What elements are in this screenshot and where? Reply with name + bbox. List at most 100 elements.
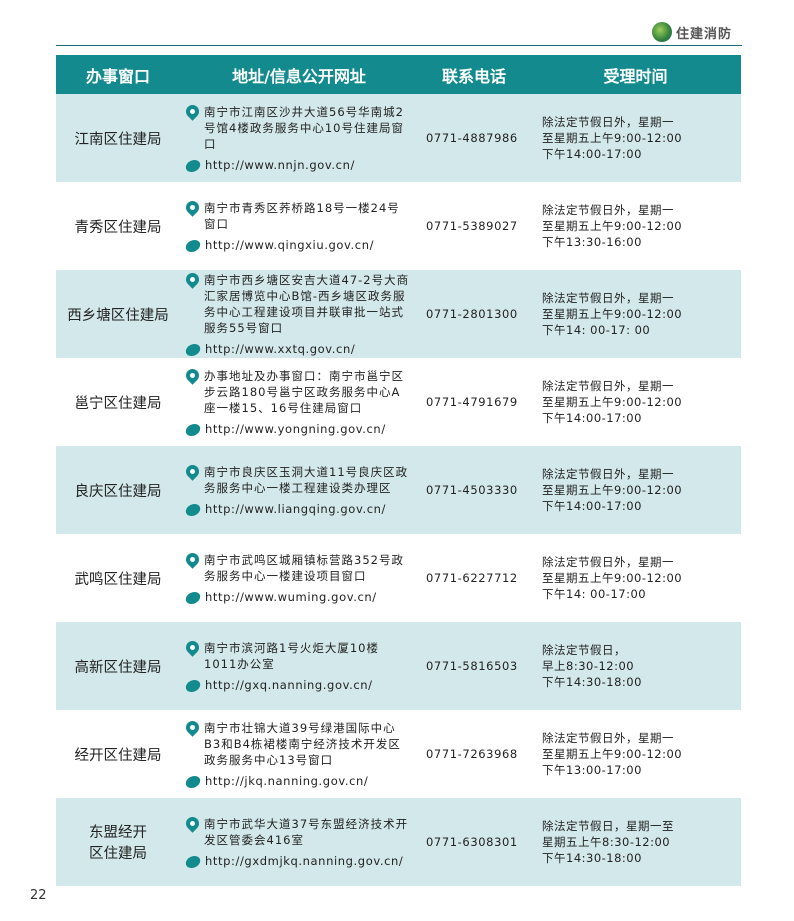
office-name-text: 高新区住建局 (74, 659, 162, 676)
website-link[interactable]: http://www.xxtq.gov.cn/ (205, 341, 356, 356)
office-name: 良庆区住建局 (56, 446, 180, 534)
address-text: 南宁市良庆区玉洞大道11号良庆区政务服务中心一楼工程建设类办理区 (204, 464, 409, 495)
office-name-text: 良庆区住建局 (74, 483, 162, 500)
office-hours: 除法定节假日外，星期一 至星期五上午9:00-12:00 下午14:00-17:… (530, 446, 741, 534)
table-header: 办事窗口 地址/信息公开网址 联系电话 受理时间 (56, 55, 741, 94)
phone-number: 0771-6308301 (418, 798, 530, 886)
phone-number: 0771-7263968 (418, 710, 530, 798)
phone-number: 0771-4503330 (418, 446, 530, 534)
address-cell: 南宁市武华大道37号东盟经济技术开发区管委会416室 http://gxdmjk… (180, 798, 418, 886)
office-name: 高新区住建局 (56, 622, 180, 710)
address-cell: 南宁市江南区沙井大道56号华南城2号馆4楼政务服务中心10号住建局窗口 http… (180, 94, 418, 182)
web-icon (184, 239, 202, 252)
office-name: 青秀区住建局 (56, 182, 180, 270)
table-row: 东盟经开区住建局 南宁市武华大道37号东盟经济技术开发区管委会416室 http… (56, 798, 741, 886)
location-pin-icon (183, 461, 202, 481)
website-link[interactable]: http://gxq.nanning.gov.cn/ (205, 677, 373, 692)
office-name: 江南区住建局 (56, 94, 180, 182)
address-text: 南宁市武鸣区城厢镇标营路352号政务服务中心一楼建设项目窗口 (204, 552, 404, 583)
web-icon (184, 775, 202, 788)
location-pin-icon (183, 365, 202, 385)
office-table: 办事窗口 地址/信息公开网址 联系电话 受理时间 江南区住建局 南宁市江南区沙井… (56, 55, 741, 886)
office-hours: 除法定节假日外，星期一 至星期五上午9:00-12:00 下午13:00-17:… (530, 710, 741, 798)
web-icon (184, 591, 202, 604)
page-number: 22 (30, 888, 47, 903)
office-name-text: 武鸣区住建局 (74, 571, 162, 588)
web-icon (184, 855, 202, 868)
address-text: 南宁市西乡塘区安吉大道47-2号大商汇家居博览中心B馆-西乡塘区政务服务中心工程… (204, 272, 410, 335)
address-text: 南宁市江南区沙井大道56号华南城2号馆4楼政务服务中心10号住建局窗口 (204, 104, 404, 151)
column-header: 联系电话 (418, 55, 530, 94)
address-cell: 南宁市良庆区玉洞大道11号良庆区政务服务中心一楼工程建设类办理区 http://… (180, 446, 418, 534)
web-icon (184, 159, 202, 172)
address-text: 南宁市滨河路1号火炬大厦10楼1011办公室 (204, 640, 379, 671)
location-pin-icon (183, 269, 202, 289)
location-pin-icon (183, 549, 202, 569)
address-cell: 南宁市西乡塘区安吉大道47-2号大商汇家居博览中心B馆-西乡塘区政务服务中心工程… (180, 269, 418, 358)
office-hours: 除法定节假日，星期一至 星期五上午8:30-12:00 下午14:30-18:0… (530, 798, 741, 886)
phone-number: 0771-4791679 (418, 358, 530, 446)
website-link[interactable]: http://www.liangqing.gov.cn/ (205, 501, 387, 516)
table-row: 西乡塘区住建局 南宁市西乡塘区安吉大道47-2号大商汇家居博览中心B馆-西乡塘区… (56, 269, 741, 358)
logo: 住建消防 (652, 22, 732, 42)
address-cell: 办事地址及办事窗口：南宁市邕宁区步云路180号邕宁区政务服务中心A座一楼15、1… (180, 358, 418, 446)
website-link[interactable]: http://jkq.nanning.gov.cn/ (205, 773, 369, 788)
phone-number: 0771-2801300 (418, 270, 530, 358)
office-name: 经开区住建局 (56, 710, 180, 798)
location-pin-icon (183, 101, 202, 121)
phone-number: 0771-6227712 (418, 534, 530, 622)
office-name-text: 江南区住建局 (74, 131, 162, 148)
table-row: 江南区住建局 南宁市江南区沙井大道56号华南城2号馆4楼政务服务中心10号住建局… (56, 94, 741, 182)
office-hours: 除法定节假日外，星期一 至星期五上午9:00-12:00 下午14:00-17:… (530, 94, 741, 182)
office-name: 东盟经开区住建局 (56, 798, 180, 886)
address-cell: 南宁市滨河路1号火炬大厦10楼1011办公室 http://gxq.nannin… (180, 622, 418, 710)
office-name-text: 东盟经开区住建局 (89, 825, 147, 862)
location-pin-icon (183, 717, 202, 737)
location-pin-icon (183, 637, 202, 657)
table-row: 经开区住建局 南宁市壮锦大道39号绿港国际中心B3和B4栋裙楼南宁经济技术开发区… (56, 710, 741, 798)
address-text: 南宁市壮锦大道39号绿港国际中心B3和B4栋裙楼南宁经济技术开发区政务服务中心1… (204, 720, 401, 767)
table-row: 良庆区住建局 南宁市良庆区玉洞大道11号良庆区政务服务中心一楼工程建设类办理区 … (56, 446, 741, 534)
column-header: 办事窗口 (56, 55, 180, 94)
website-link[interactable]: http://www.wuming.gov.cn/ (205, 589, 377, 604)
office-hours: 除法定节假日外，星期一 至星期五上午9:00-12:00 下午13:30-16:… (530, 182, 741, 270)
location-pin-icon (183, 197, 202, 217)
website-link[interactable]: http://gxdmjkq.nanning.gov.cn/ (205, 853, 404, 868)
web-icon (184, 679, 202, 692)
office-name-text: 经开区住建局 (74, 747, 162, 764)
table-row: 邕宁区住建局 办事地址及办事窗口：南宁市邕宁区步云路180号邕宁区政务服务中心A… (56, 358, 741, 446)
logo-text: 住建消防 (676, 26, 733, 42)
website-link[interactable]: http://www.nnjn.gov.cn/ (205, 157, 355, 172)
location-pin-icon (183, 813, 202, 833)
table-row: 高新区住建局 南宁市滨河路1号火炬大厦10楼1011办公室 http://gxq… (56, 622, 741, 710)
address-text: 南宁市青秀区荞桥路18号一楼24号窗口 (204, 200, 400, 231)
column-header: 地址/信息公开网址 (180, 55, 418, 94)
website-link[interactable]: http://www.yongning.gov.cn/ (205, 421, 386, 436)
address-cell: 南宁市壮锦大道39号绿港国际中心B3和B4栋裙楼南宁经济技术开发区政务服务中心1… (180, 710, 418, 798)
header-divider (56, 45, 742, 46)
address-text: 办事地址及办事窗口：南宁市邕宁区步云路180号邕宁区政务服务中心A座一楼15、1… (204, 368, 404, 415)
address-cell: 南宁市青秀区荞桥路18号一楼24号窗口 http://www.qingxiu.g… (180, 182, 418, 270)
office-name: 邕宁区住建局 (56, 358, 180, 446)
office-name-text: 邕宁区住建局 (74, 395, 162, 412)
table-row: 青秀区住建局 南宁市青秀区荞桥路18号一楼24号窗口 http://www.qi… (56, 182, 741, 270)
address-cell: 南宁市武鸣区城厢镇标营路352号政务服务中心一楼建设项目窗口 http://ww… (180, 534, 418, 622)
table-row: 武鸣区住建局 南宁市武鸣区城厢镇标营路352号政务服务中心一楼建设项目窗口 ht… (56, 534, 741, 622)
phone-number: 0771-4887986 (418, 94, 530, 182)
web-icon (184, 423, 202, 436)
office-name-text: 青秀区住建局 (74, 219, 162, 236)
web-icon (184, 343, 202, 356)
office-hours: 除法定节假日， 早上8:30-12:00 下午14:30-18:00 (530, 622, 741, 710)
office-hours: 除法定节假日外，星期一 至星期五上午9:00-12:00 下午14:00-17:… (530, 358, 741, 446)
phone-number: 0771-5389027 (418, 182, 530, 270)
website-link[interactable]: http://www.qingxiu.gov.cn/ (205, 237, 375, 252)
web-icon (184, 503, 202, 516)
office-name: 武鸣区住建局 (56, 534, 180, 622)
column-header: 受理时间 (530, 55, 741, 94)
office-name: 西乡塘区住建局 (56, 270, 180, 358)
phone-number: 0771-5816503 (418, 622, 530, 710)
office-hours: 除法定节假日外，星期一 至星期五上午9:00-12:00 下午14: 00-17… (530, 534, 741, 622)
office-hours: 除法定节假日外，星期一 至星期五上午9:00-12:00 下午14: 00-17… (530, 270, 741, 358)
address-text: 南宁市武华大道37号东盟经济技术开发区管委会416室 (204, 816, 409, 847)
